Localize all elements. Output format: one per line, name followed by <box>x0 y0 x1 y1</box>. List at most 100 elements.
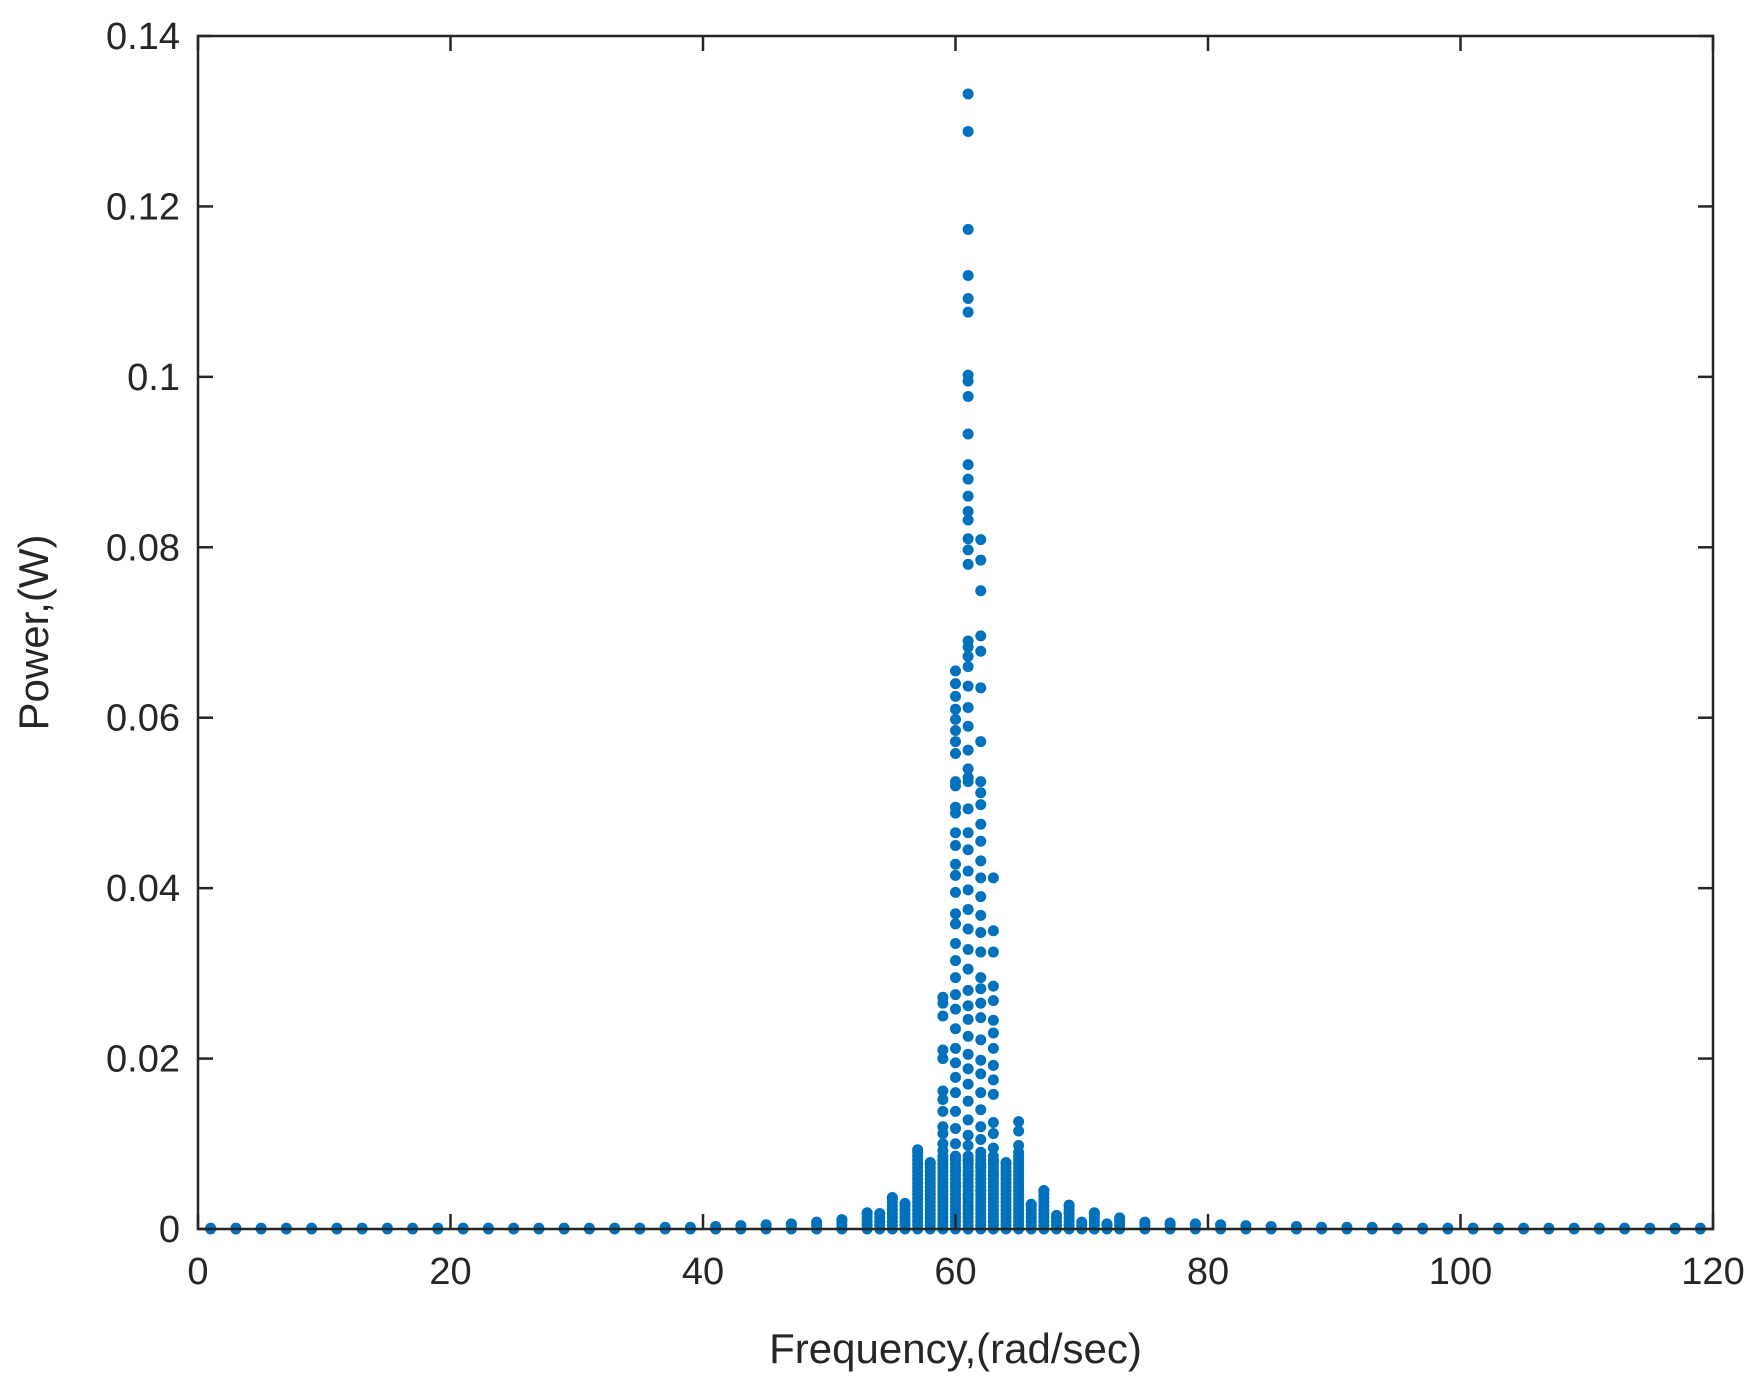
data-point <box>937 1010 949 1022</box>
data-point <box>1215 1219 1227 1231</box>
data-point <box>937 1128 949 1140</box>
data-point <box>1076 1216 1088 1228</box>
data-point <box>950 1003 961 1015</box>
data-point <box>684 1221 696 1233</box>
data-point <box>962 1063 974 1075</box>
data-point <box>950 1023 961 1035</box>
data-point <box>987 1014 999 1026</box>
data-point <box>975 835 987 847</box>
data-point <box>962 306 974 318</box>
data-point <box>962 680 974 692</box>
data-point <box>1000 1157 1012 1169</box>
data-point <box>1290 1220 1302 1232</box>
data-point <box>962 1155 974 1167</box>
data-point <box>975 983 987 995</box>
data-point <box>937 1053 949 1065</box>
x-tick-label: 40 <box>682 1251 724 1293</box>
data-point <box>950 858 961 870</box>
data-point <box>760 1219 772 1231</box>
data-point <box>1051 1209 1062 1221</box>
data-point <box>950 736 961 748</box>
data-point <box>962 428 974 440</box>
data-point <box>975 534 987 546</box>
data-point <box>1025 1198 1037 1210</box>
data-point <box>1189 1218 1201 1230</box>
data-point <box>962 1180 974 1192</box>
data-point <box>1063 1199 1075 1211</box>
data-point <box>975 776 987 788</box>
data-point <box>975 1160 987 1172</box>
data-point <box>962 473 974 485</box>
x-axis-title: Frequency,(rad/sec) <box>769 1325 1142 1372</box>
data-point <box>975 1173 987 1185</box>
y-tick-label: 0.08 <box>106 527 180 569</box>
data-point <box>962 803 974 815</box>
data-point <box>950 1087 961 1099</box>
y-tick-label: 0 <box>159 1209 180 1251</box>
data-point <box>962 1139 974 1151</box>
data-point <box>874 1208 886 1220</box>
data-point <box>975 554 987 566</box>
data-point <box>987 1128 999 1140</box>
data-point <box>975 1087 987 1099</box>
data-point <box>975 1121 987 1133</box>
y-tick-label: 0.04 <box>106 868 180 910</box>
data-point <box>950 780 961 792</box>
y-tick-label: 0.1 <box>127 357 180 399</box>
x-tick-label: 120 <box>1681 1251 1744 1293</box>
data-point <box>987 1142 999 1154</box>
data-point <box>861 1207 873 1219</box>
data-point <box>836 1214 848 1226</box>
data-point <box>811 1216 823 1228</box>
data-point <box>975 736 987 748</box>
data-point <box>950 713 961 725</box>
data-point <box>962 1000 974 1012</box>
data-point <box>962 1030 974 1042</box>
data-point <box>950 1071 961 1083</box>
data-point <box>987 1116 999 1128</box>
x-tick-label: 20 <box>429 1251 471 1293</box>
data-point <box>1265 1220 1277 1232</box>
data-point <box>987 1088 999 1100</box>
data-point <box>950 1057 961 1069</box>
data-point <box>962 744 974 756</box>
data-point <box>975 682 987 694</box>
data-point <box>950 807 961 819</box>
data-point <box>950 1179 961 1191</box>
data-point <box>987 1059 999 1071</box>
data-point <box>962 459 974 471</box>
data-point <box>1088 1207 1100 1219</box>
data-point <box>1013 1125 1025 1137</box>
data-point <box>950 955 961 967</box>
data-point <box>962 558 974 570</box>
data-point <box>710 1220 722 1232</box>
data-point <box>962 1191 974 1203</box>
data-point <box>1013 1146 1025 1158</box>
data-point <box>1316 1221 1328 1233</box>
data-point <box>962 1202 974 1214</box>
data-point <box>987 872 999 884</box>
x-tick-label: 80 <box>1187 1251 1229 1293</box>
data-point <box>950 869 961 881</box>
data-point <box>950 1042 961 1054</box>
data-point <box>962 641 974 653</box>
data-point <box>962 903 974 915</box>
data-point <box>950 678 961 690</box>
data-point <box>975 1134 987 1146</box>
data-point <box>962 827 974 839</box>
axis-ticks: 0 20 40 60 80 100 120 0 0.02 0.04 0.06 0.08 0.1 0.12 0… <box>106 16 1745 1293</box>
data-point <box>962 1129 974 1141</box>
data-point <box>962 650 974 662</box>
data-point <box>950 1122 961 1134</box>
data-point <box>962 720 974 732</box>
data-point <box>912 1144 924 1156</box>
data-point <box>950 886 961 898</box>
data-point <box>962 865 974 877</box>
y-tick-label: 0.14 <box>106 16 180 58</box>
data-point <box>962 1048 974 1060</box>
data-point <box>950 665 961 677</box>
data-point <box>937 997 949 1009</box>
data-point <box>950 840 961 852</box>
data-point <box>987 1074 999 1086</box>
data-point <box>962 1168 974 1180</box>
